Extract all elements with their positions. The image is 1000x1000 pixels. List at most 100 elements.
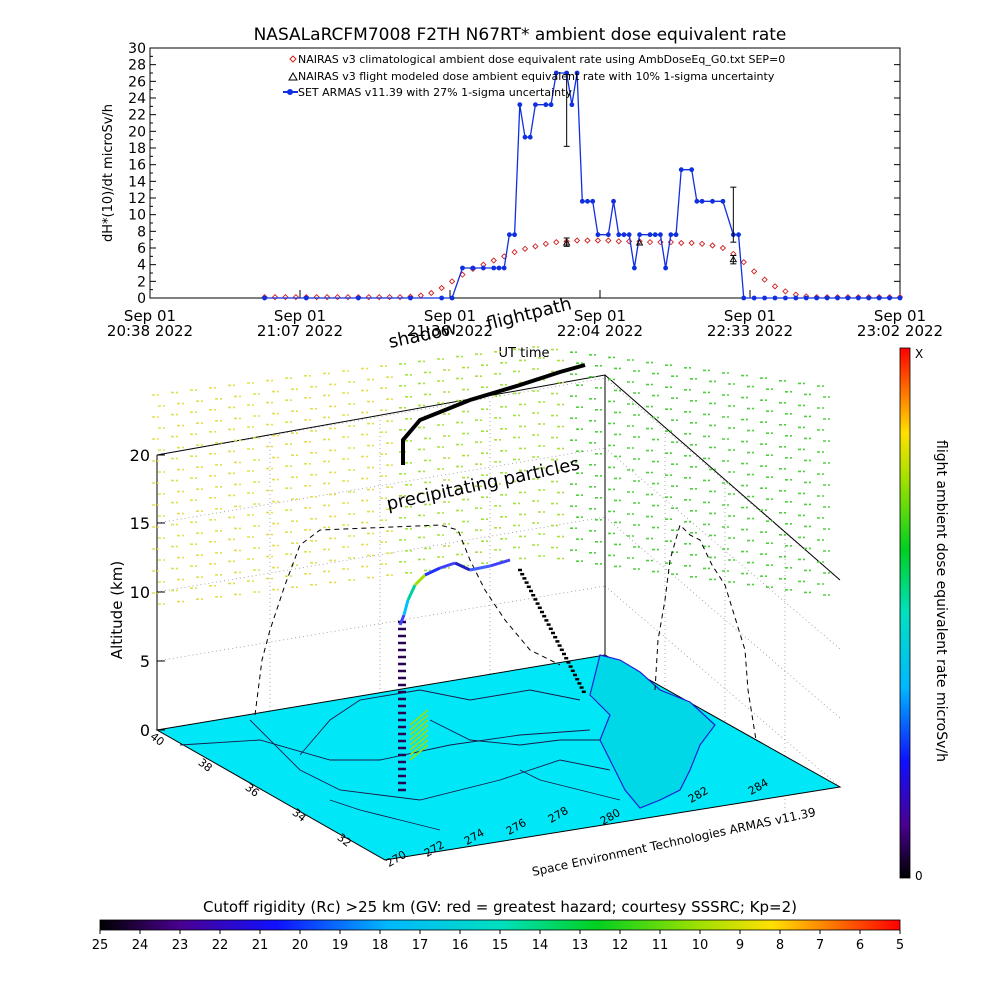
cutoff-rigidity-tick-label: 13 — [572, 938, 589, 953]
armas-marker — [262, 295, 267, 301]
flight-segment — [469, 564, 491, 572]
flight-low-segment — [409, 714, 429, 731]
y-tick-label: 30 — [128, 41, 146, 57]
flight-path-3d — [398, 363, 586, 792]
armas-marker — [574, 70, 580, 76]
nairas-clim-marker — [751, 268, 758, 275]
nairas-clim-marker — [740, 259, 747, 266]
cutoff-rigidity-tick-label: 25 — [92, 938, 109, 953]
nairas-clim-marker — [615, 238, 622, 245]
nairas-flight-marker — [635, 239, 644, 246]
armas-marker — [803, 295, 809, 301]
cutoff-rigidity-tick-label: 22 — [212, 938, 229, 953]
cutoff-rigidity-tick-label: 24 — [132, 938, 149, 953]
armas-marker — [741, 295, 747, 301]
armas-marker — [501, 265, 507, 271]
flight-low-segment — [409, 724, 429, 741]
flight-low-segment — [409, 729, 429, 746]
cutoff-rigidity-tick-label: 9 — [736, 938, 744, 953]
armas-marker — [611, 198, 616, 204]
legend: NAIRAS v3 climatological ambient dose eq… — [283, 53, 785, 99]
y-tick-label: 2 — [137, 274, 146, 290]
armas-marker — [590, 198, 596, 204]
legend-marker-flight — [288, 71, 298, 81]
armas-marker — [543, 102, 549, 108]
cutoff-rigidity-title: Cutoff rigidity (Rc) >25 km (GV: red = g… — [203, 898, 797, 916]
legend-entry-armas: SET ARMAS v11.39 with 27% 1-sigma uncert… — [298, 86, 572, 99]
nairas-clim-marker — [782, 288, 789, 295]
armas-marker — [694, 198, 700, 204]
flight-segment — [398, 614, 406, 626]
armas-marker — [631, 265, 637, 271]
nairas-clim-marker — [396, 294, 404, 301]
cutoff-rigidity-tick-label: 11 — [652, 938, 669, 953]
nairas-clim-marker — [553, 239, 560, 246]
nairas-clim-marker — [334, 294, 341, 301]
cutoff-rigidity-tick-label: 16 — [452, 938, 469, 953]
flight-upper-track — [401, 363, 586, 465]
x-tick-day: Sep 01 — [724, 307, 776, 325]
nairas-clim-marker — [605, 237, 612, 244]
nairas-clim-marker — [698, 240, 706, 247]
flight-segment — [406, 584, 417, 601]
flight-segment — [489, 558, 511, 568]
y-tick-label: 20 — [128, 124, 146, 140]
x-tick-time: 20:38 2022 — [107, 322, 193, 340]
nairas-clim-marker — [709, 242, 716, 249]
y-tick-label: 6 — [137, 241, 146, 257]
x-tick-time: 23:02 2022 — [857, 322, 943, 340]
x-tick-time: 21:07 2022 — [257, 322, 343, 340]
armas-marker — [652, 232, 658, 238]
cutoff-rigidity-tick-label: 19 — [332, 938, 349, 953]
dose-rate-colorbar-label: flight ambient dose equivalent rate micr… — [933, 440, 949, 762]
y-tick-label: 4 — [137, 258, 146, 274]
nairas-clim-marker — [573, 237, 581, 244]
y-tick-label: 10 — [128, 208, 146, 224]
dose-rate-colorbar-gradient — [899, 347, 911, 879]
legend-entry-clim: NAIRAS v3 climatological ambient dose eq… — [298, 53, 785, 66]
cutoff-rigidity-tick-label: 21 — [252, 938, 269, 953]
armas-marker — [887, 295, 892, 301]
cutoff-rigidity-colorbar: Cutoff rigidity (Rc) >25 km (GV: red = g… — [92, 898, 904, 953]
y-tick-label: 26 — [128, 74, 146, 90]
armas-marker — [585, 198, 590, 204]
nairas-clim-marker — [761, 276, 768, 283]
nairas-clim-marker — [365, 294, 372, 301]
nairas-clim-marker — [448, 278, 456, 285]
armas-marker — [736, 232, 741, 238]
map-borders — [179, 689, 621, 831]
flight-segment — [439, 561, 456, 570]
armas-marker — [814, 295, 820, 301]
cutoff-rigidity-tick-label: 12 — [612, 938, 629, 953]
nairas-clim-marker — [594, 237, 602, 244]
flight-segment — [454, 561, 471, 572]
armas-marker — [845, 295, 851, 301]
y-tick-label: 24 — [128, 91, 146, 107]
dose-rate-colorbar-bottom-label: 0 — [915, 869, 923, 883]
legend-marker-armas — [287, 89, 293, 95]
nairas-clim-marker — [313, 294, 320, 301]
cutoff-rigidity-tick-label: 10 — [692, 938, 709, 953]
armas-marker — [527, 134, 533, 140]
flight-low-segment — [409, 709, 429, 726]
armas-marker — [855, 295, 861, 301]
armas-marker — [303, 295, 309, 301]
y-tick-label: 0 — [137, 291, 146, 307]
y-tick-label: 18 — [128, 141, 146, 157]
flight-segment — [402, 599, 410, 616]
flight-low-segment — [409, 734, 429, 751]
cutoff-rigidity-tick-label: 23 — [172, 938, 189, 953]
armas-marker — [876, 295, 882, 301]
armas-marker — [751, 295, 757, 301]
armas-marker — [621, 232, 627, 238]
y-tick-label: 12 — [128, 191, 146, 207]
nairas-clim-marker — [678, 239, 685, 247]
armas-marker — [793, 295, 799, 301]
nairas-clim-marker — [521, 245, 529, 252]
nairas-clim-marker — [719, 244, 727, 252]
nairas-clim-marker — [459, 271, 466, 278]
armas-marker — [506, 232, 512, 238]
x-tick-time: 21:36 2022 — [407, 322, 493, 340]
flight-low-segment — [409, 719, 429, 736]
